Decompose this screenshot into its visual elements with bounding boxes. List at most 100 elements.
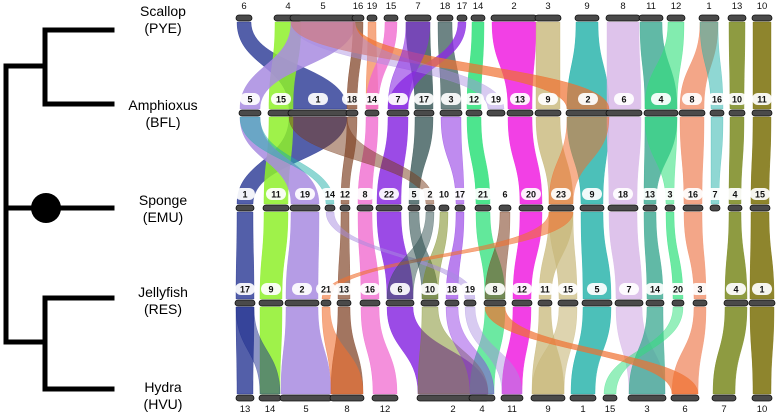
chromosome-label: 5 [247,95,252,105]
chromosome-label: 4 [733,285,738,295]
chromosome-bar-scallop-7 [404,14,432,22]
chromosome-bar-sponge-21 [474,204,492,212]
chromosome-bar-amphioxus-11 [751,109,773,117]
synteny-ribbon-2-21-to-3-19 [724,211,748,300]
chromosome-bar-jellyfish-18 [444,299,460,307]
chromosome-bar-hydra-14 [258,394,282,402]
chromosome-bar-scallop-8 [605,14,641,22]
chromosome-label: 2 [585,95,590,105]
chromosome-label-badge [752,283,772,295]
chromosome-bar-sponge-17 [454,204,466,212]
chromosome-bar-scallop-19 [366,14,378,22]
synteny-ribbon-3-3-to-4-3 [321,306,364,395]
chromosome-label: 5 [303,404,308,415]
chromosome-label: 20 [673,285,683,295]
synteny-ribbon-0-13-to-1-13 [606,21,642,110]
chromosome-label-badge [235,188,255,200]
chromosome-bar-sponge-5 [407,204,421,212]
chromosome-label: 12 [517,285,527,295]
chromosome-bar-sponge-3 [664,204,676,212]
chromosome-label-badge [725,188,745,200]
chromosome-bar-amphioxus-16 [709,109,725,117]
synteny-ribbon-0-10-to-1-10 [491,21,537,110]
chromosome-bar-sponge-15 [749,204,771,212]
species-code: (RES) [143,301,183,317]
synteny-ribbon-1-17-to-2-21 [728,116,745,205]
chromosome-bar-hydra-8 [329,394,365,402]
chromosome-label: 1 [759,285,764,295]
synteny-ribbon-0-6-to-1-5 [387,21,431,110]
chromosome-bar-hydra-9 [530,394,566,402]
chromosome-label: 1 [706,1,711,12]
chromosome-label: 21 [478,190,488,200]
chromosome-bar-amphioxus-3 [439,109,463,117]
species-label-scallop: Scallop (PYE) [118,3,208,37]
synteny-ribbon-2-17-to-3-16 [643,211,664,300]
chromosome-label: 10 [425,285,435,295]
synteny-ribbon-1-10-to-2-13 [507,116,543,205]
synteny-ribbon-1-5-to-2-6 [376,116,409,205]
chromosome-label: 13 [732,1,743,12]
chromosome-label-badge [292,283,312,295]
chromosome-label: 23 [556,190,566,200]
chromosome-bar-jellyfish-3 [692,299,708,307]
chromosome-bar-jellyfish-13 [336,299,352,307]
chromosome-bar-scallop-10 [751,14,773,22]
chromosome-bar-sponge-9 [579,204,605,212]
chromosome-label: 12 [469,95,479,105]
chromosome-label: 1 [580,404,585,415]
chromosome-label-badge [388,93,408,105]
synteny-ribbon-1-8-to-2-11 [466,116,491,205]
chromosome-bar-amphioxus-5 [238,109,262,117]
chromosome-label: 16 [712,95,722,105]
chromosome-bar-sponge-7 [709,204,721,212]
chromosome-label: 13 [240,404,251,415]
chromosome-bar-hydra-12 [371,394,399,402]
chromosome-label: 7 [415,1,420,12]
chromosome-label: 6 [241,1,246,12]
chromosome-label-badge [485,283,505,295]
chromosome-bar-jellyfish-8 [483,299,507,307]
chromosome-label-badge [420,283,440,295]
chromosome-label-badge [316,283,336,295]
chromosome-bar-sponge-11 [262,204,290,212]
chromosome-bar-jellyfish-9 [258,299,284,307]
chromosome-bar-sponge-10 [438,204,450,212]
chromosome-label: 6 [682,404,687,415]
chromosome-label-badge [442,283,462,295]
synteny-ribbon-2-14-to-3-13 [548,211,578,300]
chromosome-bar-scallop-11 [638,14,664,22]
chromosome-bar-scallop-12 [666,14,686,22]
synteny-ribbon-3-5-to-4-4 [360,306,398,395]
chromosome-bar-hydra-13 [235,394,255,402]
chromosome-label: 4 [732,190,737,200]
chromosome-label: 8 [689,95,694,105]
chromosome-bar-layer [234,14,776,402]
chromosome-label-badge [682,93,702,105]
chromosome-label: 6 [502,190,507,200]
species-name: Amphioxus [128,97,198,113]
chromosome-label: 4 [285,1,290,12]
chromosome-label: 4 [658,95,663,105]
chromosome-bar-scallop-15 [383,14,399,22]
chromosome-bar-scallop-5 [289,14,357,22]
chromosome-label: 6 [397,285,402,295]
chromosome-label: 9 [545,404,550,415]
chromosome-bar-amphioxus-13 [506,109,534,117]
chromosome-label: 16 [688,190,698,200]
chromosome-label: 18 [447,285,457,295]
synteny-ribbon-1-0-to-2-3 [239,116,335,205]
chromosome-label-badge [261,283,281,295]
chromosome-bar-scallop-3 [534,14,562,22]
chromosome-label-badge [752,93,772,105]
chromosome-label: 19 [367,1,378,12]
chromosome-label-badge [705,188,725,200]
synteny-ribbon-3-13-to-4-8 [531,306,578,395]
chromosome-label-badge [404,188,424,200]
chromosome-label: 17 [240,285,250,295]
chromosome-label: 15 [605,404,616,415]
chromosome-bar-jellyfish-17 [234,299,256,307]
species-name: Jellyfish [138,284,188,300]
chromosome-label: 6 [621,95,626,105]
chromosome-bar-scallop-14 [470,14,486,22]
